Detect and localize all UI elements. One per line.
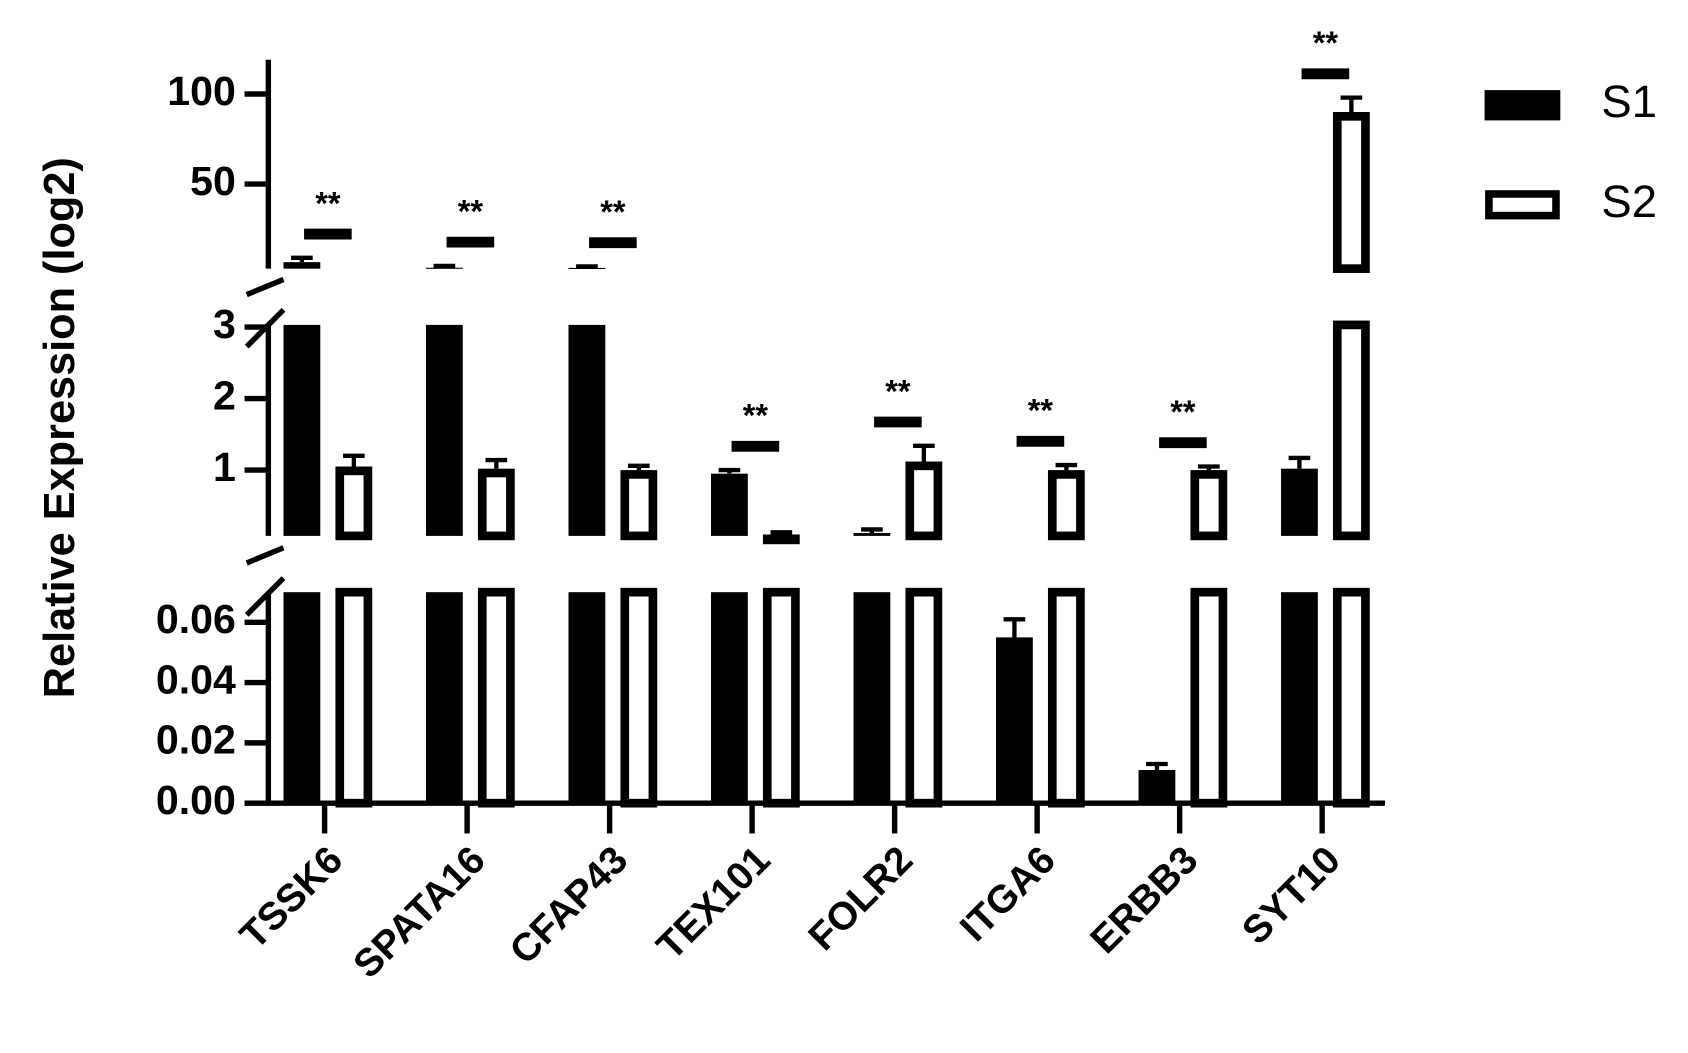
bar-continuation bbox=[1190, 587, 1228, 808]
error-bar bbox=[1288, 455, 1311, 469]
bar bbox=[1190, 470, 1228, 541]
x-tick-label: TSSK6 bbox=[232, 838, 351, 957]
error-bar bbox=[1055, 462, 1078, 471]
break-mark bbox=[245, 276, 285, 298]
bar-continuation bbox=[762, 587, 800, 808]
bar bbox=[711, 473, 748, 536]
break-mark bbox=[245, 545, 285, 566]
significance-label: ** bbox=[885, 373, 911, 409]
error-bar bbox=[913, 443, 935, 462]
axis-breaks bbox=[244, 276, 286, 617]
bar-continuation bbox=[1047, 587, 1085, 808]
error-bar bbox=[1198, 464, 1220, 471]
error-bar bbox=[1146, 761, 1168, 771]
x-tick-label: FOLR2 bbox=[801, 838, 922, 959]
y-tick-label: 50 bbox=[190, 158, 236, 204]
x-tick-label: ERBB3 bbox=[1083, 838, 1207, 962]
bar-continuation bbox=[1281, 592, 1318, 804]
error-bar bbox=[1340, 95, 1363, 113]
significance-label: ** bbox=[315, 185, 341, 221]
bar bbox=[477, 468, 515, 541]
y-tick-label: 0.04 bbox=[156, 656, 236, 702]
x-tick-label: CFAP43 bbox=[502, 838, 636, 972]
bar bbox=[283, 262, 321, 269]
bar bbox=[996, 637, 1033, 804]
bar-continuation bbox=[477, 587, 515, 808]
bar bbox=[1332, 112, 1370, 273]
error-bar bbox=[861, 527, 883, 534]
bar bbox=[426, 267, 463, 269]
y-axis-title: Relative Expression (log2) bbox=[36, 157, 84, 698]
bar-continuation bbox=[711, 592, 748, 804]
significance-label: ** bbox=[1313, 25, 1339, 61]
legend-swatch bbox=[1485, 190, 1560, 220]
bar bbox=[1138, 770, 1176, 804]
bar-continuation bbox=[335, 587, 373, 808]
bar-continuation bbox=[283, 592, 321, 804]
bar bbox=[762, 534, 800, 545]
x-tick-label: SYT10 bbox=[1234, 838, 1349, 953]
legend-label: S1 bbox=[1601, 76, 1657, 127]
y-tick-label: 2 bbox=[213, 372, 236, 418]
error-bar bbox=[343, 453, 365, 467]
bar bbox=[905, 461, 943, 541]
error-bar bbox=[433, 263, 456, 269]
bar-continuation bbox=[1332, 587, 1370, 808]
error-bar bbox=[291, 255, 313, 263]
bar-continuation bbox=[1332, 320, 1370, 541]
error-bar bbox=[628, 463, 650, 471]
error-bar bbox=[718, 467, 741, 474]
break-mark bbox=[244, 576, 286, 617]
bar bbox=[1047, 470, 1085, 541]
bar bbox=[335, 466, 373, 541]
x-tick-label: ITGA6 bbox=[952, 838, 1063, 949]
y-tick-label: 3 bbox=[213, 301, 236, 347]
y-tick-label: 0.06 bbox=[156, 596, 236, 642]
legend-label: S2 bbox=[1601, 176, 1657, 227]
y-tick-label: 100 bbox=[167, 68, 236, 114]
significance-label: ** bbox=[600, 194, 626, 230]
significance-label: ** bbox=[1170, 394, 1196, 430]
bar bbox=[1281, 468, 1318, 536]
x-tick-label: TEX101 bbox=[649, 838, 779, 968]
bar-continuation bbox=[568, 592, 606, 804]
significance-label: ** bbox=[458, 194, 484, 230]
error-bar bbox=[770, 530, 793, 535]
bar-continuation bbox=[426, 324, 463, 536]
bar bbox=[853, 533, 891, 536]
significance-label: ** bbox=[743, 398, 769, 434]
significance-label: ** bbox=[1028, 393, 1054, 429]
bar-continuation bbox=[568, 324, 606, 536]
error-bar bbox=[576, 264, 598, 269]
bar bbox=[620, 470, 658, 541]
error-bar bbox=[1003, 617, 1026, 638]
x-tick-label: SPATA16 bbox=[346, 838, 494, 986]
error-bar bbox=[485, 457, 508, 469]
y-tick-label: 1 bbox=[213, 444, 236, 490]
bar-continuation bbox=[853, 592, 891, 804]
y-tick-label: 0.02 bbox=[156, 717, 236, 763]
bar-continuation bbox=[620, 587, 658, 808]
y-tick-label: 0.00 bbox=[156, 777, 236, 823]
bar-continuation bbox=[426, 592, 463, 804]
bar-continuation bbox=[283, 324, 321, 536]
bar-continuation bbox=[905, 587, 943, 808]
legend-swatch bbox=[1484, 90, 1561, 121]
